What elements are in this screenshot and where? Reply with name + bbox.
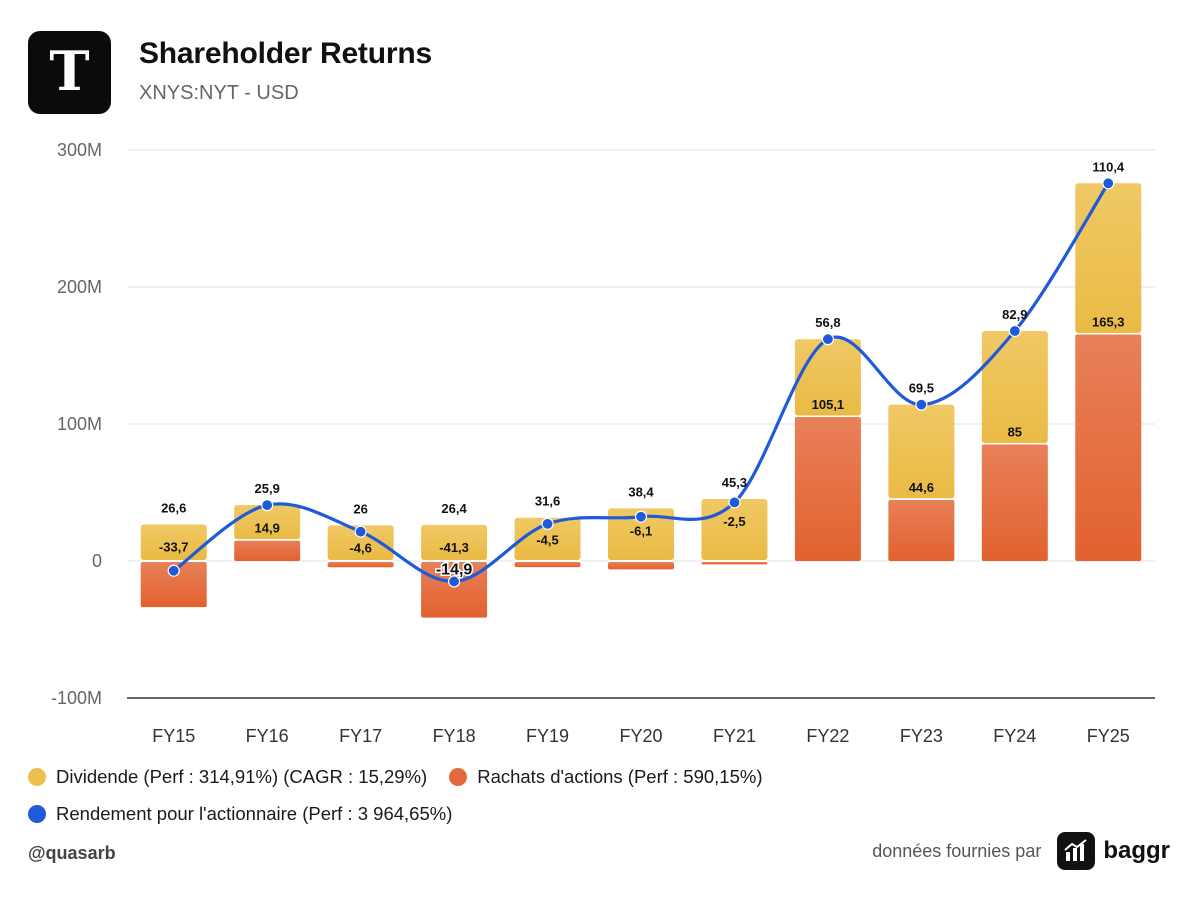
legend-row-2: Rendement pour l'actionnaire (Perf : 3 9… [28, 803, 474, 825]
buyback-bar [140, 562, 207, 608]
total-return-point [1102, 177, 1115, 190]
x-tick-label: FY18 [433, 726, 476, 746]
buyback-data-label: 14,9 [255, 521, 280, 536]
x-tick-label: FY23 [900, 726, 943, 746]
legend-row-1: Dividende (Perf : 314,91%) (CAGR : 15,29… [28, 766, 785, 788]
buyback-data-label: 105,1 [812, 397, 845, 412]
total-return-point [728, 496, 741, 509]
dividend-data-label: 82,9 [1002, 307, 1027, 322]
y-tick-label: -100M [51, 688, 102, 708]
total-return-point [821, 333, 835, 346]
total-data-label: -14,9 [436, 561, 473, 578]
dividend-data-label: 45,3 [722, 475, 747, 490]
legend-label-dividend: Dividende (Perf : 314,91%) (CAGR : 15,29… [56, 766, 428, 787]
nyt-logo: T [28, 31, 111, 114]
chart-title: Shareholder Returns [139, 37, 432, 70]
legend-item-dividend: Dividende (Perf : 314,91%) (CAGR : 15,29… [28, 766, 427, 788]
total-return-point [447, 575, 461, 588]
legend-swatch-buyback [449, 768, 468, 786]
buyback-data-label: -41,3 [439, 540, 469, 555]
x-tick-label: FY22 [806, 726, 849, 746]
total-return-point [1008, 324, 1021, 338]
y-tick-label: 100M [57, 414, 102, 434]
legend-swatch-total [28, 805, 46, 823]
data-credit: données fournies par baggr [872, 832, 1170, 870]
buyback-data-label: -4,5 [536, 533, 558, 548]
dividend-data-label: 26,4 [441, 501, 467, 516]
buyback-bar [608, 562, 674, 570]
dividend-bar [514, 517, 581, 560]
dividend-data-label: 110,4 [1092, 159, 1125, 174]
baggr-chart-icon [1057, 832, 1096, 870]
buyback-bar [327, 562, 394, 568]
chart-subtitle: XNYS:NYT - USD [139, 82, 299, 104]
x-tick-label: FY21 [713, 726, 756, 746]
dividend-bar [1075, 183, 1142, 334]
buyback-bar [514, 562, 581, 568]
dividend-data-label: 26,6 [161, 501, 186, 516]
x-tick-label: FY16 [246, 726, 289, 746]
total-return-line [172, 182, 1110, 584]
credit-text: données fournies par [872, 840, 1042, 861]
total-return-point [261, 499, 274, 512]
author-handle: @quasarb [28, 843, 116, 863]
dividend-data-label: 26 [353, 501, 367, 516]
legend-swatch-dividend [28, 768, 46, 786]
buyback-data-label: 44,6 [909, 480, 934, 495]
y-tick-label: 0 [92, 551, 102, 571]
buyback-data-label: 85 [1008, 425, 1022, 440]
x-tick-label: FY15 [152, 726, 195, 746]
buyback-bar [888, 499, 955, 561]
total-return-point [167, 564, 180, 577]
dividend-bar [140, 524, 207, 560]
buyback-bar [794, 417, 861, 561]
buyback-data-label: -6,1 [630, 523, 652, 538]
legend-item-buyback: Rachats d'actions (Perf : 590,15%) [449, 766, 763, 788]
total-return-point [541, 517, 554, 530]
buyback-data-label: 165,3 [1092, 315, 1125, 330]
logo-glyph: T [49, 38, 90, 103]
buyback-data-label: -2,5 [723, 514, 745, 529]
dividend-bar [608, 508, 674, 560]
buyback-data-label: -33,7 [159, 540, 189, 555]
baggr-brand: baggr [1103, 837, 1170, 864]
legend-item-total: Rendement pour l'actionnaire (Perf : 3 9… [28, 803, 452, 825]
x-tick-label: FY25 [1087, 726, 1130, 746]
x-tick-label: FY19 [526, 726, 569, 746]
chart-svg: 300M 200M 100M 0 -100M FY15 FY16 FY17 FY18 FY19 FY… [51, 140, 1155, 746]
legend-label-buyback: Rachats d'actions (Perf : 590,15%) [477, 766, 763, 787]
dividend-data-label: 69,5 [909, 381, 934, 396]
buyback-bar [701, 562, 768, 565]
dividend-bar [234, 505, 301, 540]
dividend-data-label: 38,4 [628, 484, 654, 499]
buyback-bar [1075, 334, 1142, 561]
x-tick-label: FY20 [619, 726, 662, 746]
total-return-point [634, 510, 648, 523]
dividend-data-label: 56,8 [815, 315, 840, 330]
dividend-data-label: 25,9 [255, 481, 280, 496]
buyback-data-label: -4,6 [349, 540, 371, 555]
dividend-bar [421, 524, 488, 560]
dividend-bar [888, 404, 955, 499]
y-tick-label: 200M [57, 277, 102, 297]
legend-label-total: Rendement pour l'actionnaire (Perf : 3 9… [56, 803, 453, 824]
x-tick-label: FY24 [993, 726, 1036, 746]
total-return-point [915, 398, 928, 411]
dividend-data-label: 31,6 [535, 494, 560, 509]
dividend-bar [981, 330, 1048, 444]
total-return-point [354, 525, 367, 538]
y-tick-label: 300M [57, 140, 102, 160]
x-tick-label: FY17 [339, 726, 382, 746]
buyback-bar [981, 444, 1048, 561]
buyback-bar [234, 540, 301, 561]
dividend-bar [327, 525, 394, 560]
